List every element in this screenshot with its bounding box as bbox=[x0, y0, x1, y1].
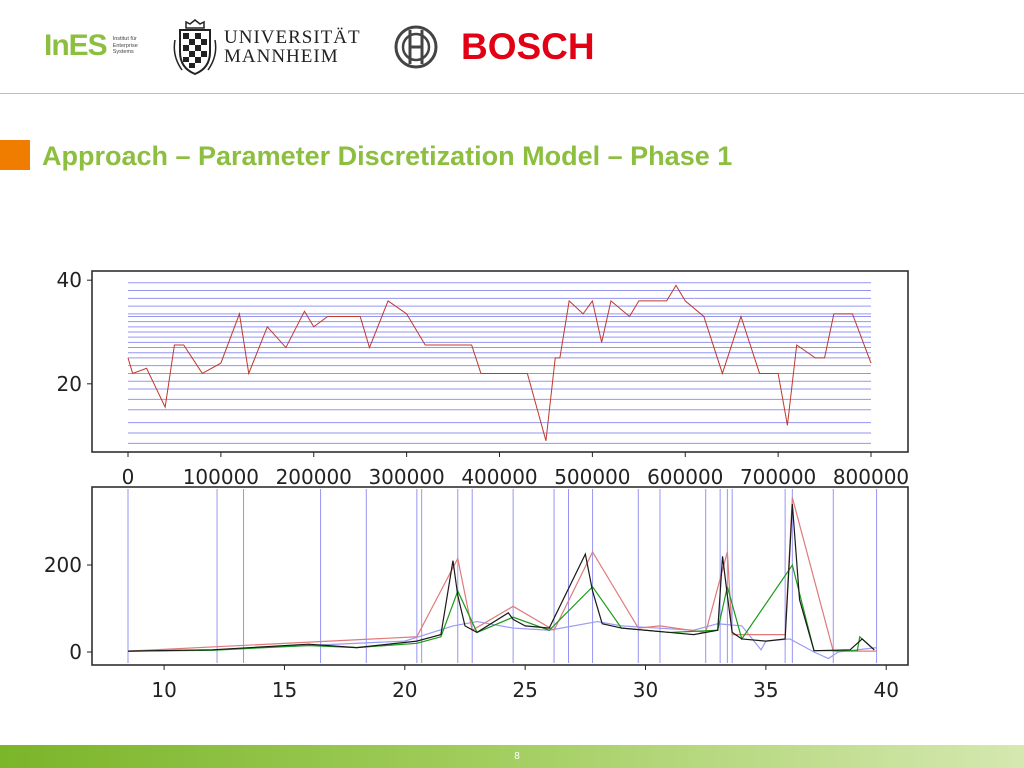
x-tick-label: 200000 bbox=[276, 465, 352, 489]
slide-title: Approach – Parameter Discretization Mode… bbox=[42, 141, 733, 171]
bosch-logo-word: BOSCH bbox=[461, 26, 595, 67]
logo-bar: InES Institut für Enterprise Systems UNI… bbox=[0, 0, 1024, 93]
y-tick-label: 0 bbox=[69, 640, 82, 664]
x-tick-label: 35 bbox=[753, 678, 778, 700]
y-tick-label: 20 bbox=[57, 372, 82, 396]
x-tick-label: 25 bbox=[512, 678, 537, 700]
ines-logo: InES Institut für Enterprise Systems bbox=[44, 26, 145, 66]
footer-bar bbox=[0, 745, 1024, 768]
ines-logo-subtitle: Institut für Enterprise Systems bbox=[112, 36, 138, 56]
x-tick-label: 0 bbox=[122, 465, 135, 489]
university-seal-icon bbox=[173, 19, 217, 76]
x-tick-label: 20 bbox=[392, 678, 417, 700]
y-tick-label: 40 bbox=[57, 268, 82, 292]
x-tick-label: 10 bbox=[151, 678, 176, 700]
x-tick-label: 400000 bbox=[461, 465, 537, 489]
university-name: UNIVERSITÄT MANNHEIM bbox=[224, 28, 361, 66]
x-tick-label: 30 bbox=[633, 678, 658, 700]
university-name-line2: MANNHEIM bbox=[224, 46, 339, 67]
university-logo: UNIVERSITÄT MANNHEIM bbox=[172, 18, 361, 76]
series-line-0 bbox=[127, 504, 875, 652]
x-tick-label: 40 bbox=[873, 678, 898, 700]
charts-area: 0 100000 200000 300000 400000 500000 600000 700… bbox=[44, 268, 909, 700]
bottom-chart-frame bbox=[91, 486, 909, 666]
x-tick-label: 300000 bbox=[368, 465, 444, 489]
parameter-series-line bbox=[127, 284, 872, 441]
bosch-armature-icon bbox=[394, 25, 438, 69]
series-line-2 bbox=[127, 497, 877, 652]
x-tick-label: 800000 bbox=[833, 465, 909, 489]
x-tick-label: 600000 bbox=[647, 465, 723, 489]
x-tick-label: 500000 bbox=[554, 465, 630, 489]
x-tick-label: 700000 bbox=[740, 465, 816, 489]
series-line-1 bbox=[127, 563, 875, 652]
series-line-3 bbox=[127, 620, 877, 660]
y-tick-label: 200 bbox=[44, 553, 82, 577]
header-divider bbox=[0, 93, 1024, 94]
x-tick-label: 15 bbox=[272, 678, 297, 700]
title-bullet-square bbox=[0, 140, 30, 170]
page-number: 8 bbox=[514, 751, 520, 762]
university-name-line1: UNIVERSITÄT bbox=[224, 27, 361, 48]
ines-logo-word: InES bbox=[44, 29, 108, 62]
x-tick-label: 100000 bbox=[183, 465, 259, 489]
